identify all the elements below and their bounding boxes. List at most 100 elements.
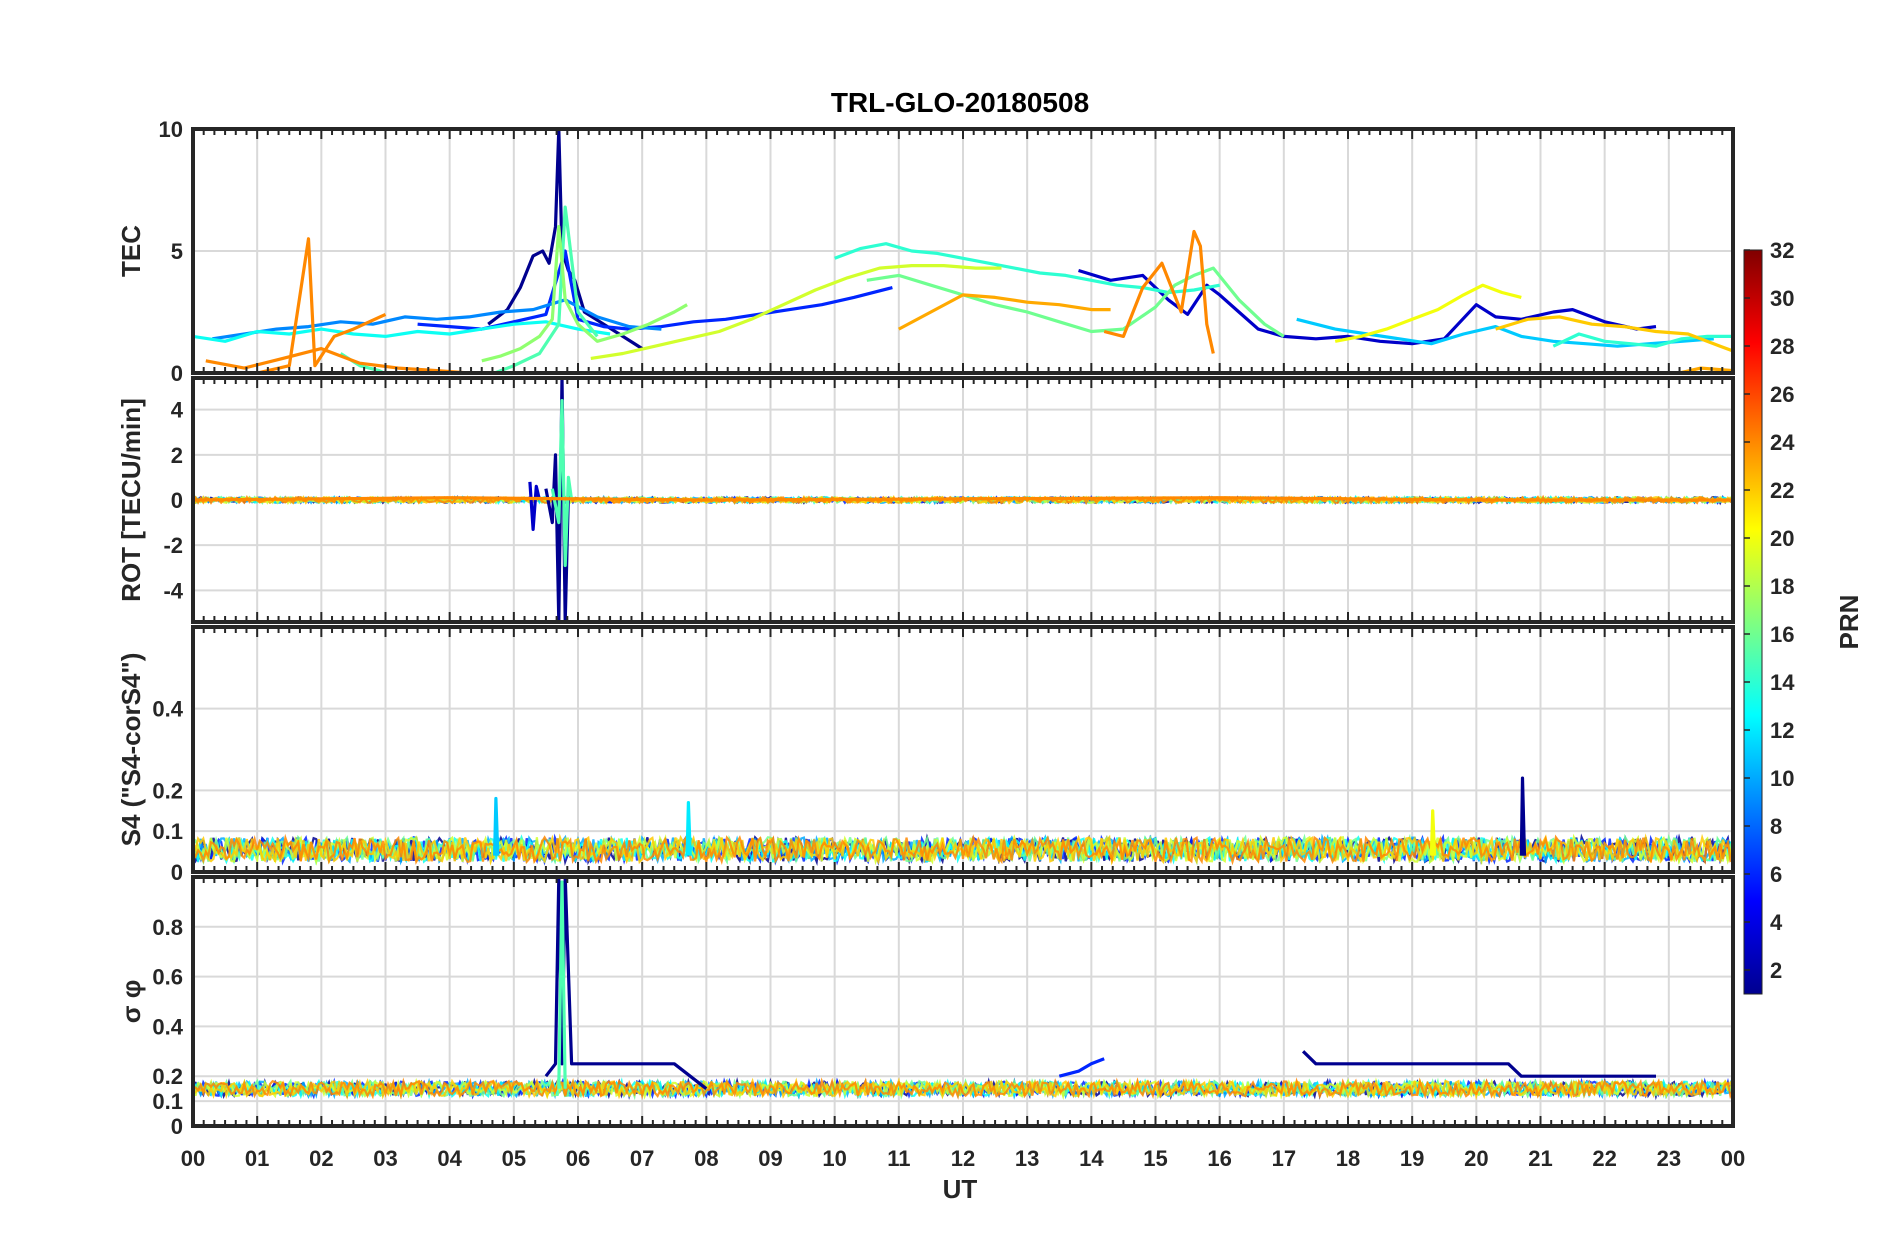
y-axis-label: S4 ("S4-corS4") bbox=[116, 653, 146, 847]
colorbar-label: PRN bbox=[1834, 595, 1864, 650]
x-tick-label: 09 bbox=[758, 1146, 782, 1171]
y-tick-label: -2 bbox=[163, 533, 183, 558]
series-prn-24 bbox=[1103, 229, 1215, 354]
x-tick-label: 15 bbox=[1143, 1146, 1167, 1171]
colorbar-tick-label: 16 bbox=[1770, 622, 1794, 647]
colorbar-tick-label: 12 bbox=[1770, 718, 1794, 743]
series-prn-3 bbox=[528, 481, 542, 531]
series-prn-19 bbox=[590, 264, 1002, 360]
y-tick-label: 10 bbox=[159, 117, 183, 142]
x-tick-label: 01 bbox=[245, 1146, 269, 1171]
series-prn-15 bbox=[550, 399, 574, 568]
x-tick-label: 18 bbox=[1336, 1146, 1360, 1171]
y-tick-label: 0 bbox=[171, 1114, 183, 1139]
series-prn-14 bbox=[1552, 332, 1733, 348]
series-prn-9 bbox=[212, 298, 662, 341]
x-tick-label: 14 bbox=[1079, 1146, 1104, 1171]
y-tick-label: 0.1 bbox=[152, 819, 183, 844]
x-tick-label: 07 bbox=[630, 1146, 654, 1171]
x-tick-label: 21 bbox=[1528, 1146, 1552, 1171]
series-prn-24 bbox=[246, 237, 387, 373]
x-tick-label: 20 bbox=[1464, 1146, 1488, 1171]
series-prn-13 bbox=[193, 320, 611, 343]
series-prn-17 bbox=[481, 225, 688, 363]
colorbar-tick-label: 20 bbox=[1770, 526, 1794, 551]
colorbar-tick-label: 10 bbox=[1770, 766, 1794, 791]
x-tick-label: 10 bbox=[822, 1146, 846, 1171]
y-tick-label: 0.2 bbox=[152, 1064, 183, 1089]
y-tick-label: 0.8 bbox=[152, 915, 183, 940]
colorbar-tick-label: 4 bbox=[1770, 910, 1783, 935]
panel-s4: 0 0.1 0.2 0.4S4 ("S4-corS4") bbox=[116, 625, 1735, 885]
noise-trace bbox=[193, 1077, 1733, 1100]
y-tick-label: 0.2 bbox=[152, 778, 183, 803]
series-prn-23 bbox=[898, 293, 1111, 331]
x-tick-label: 03 bbox=[373, 1146, 397, 1171]
colorbar-gradient bbox=[1743, 249, 1763, 995]
y-tick-label: 2 bbox=[171, 443, 183, 468]
y-axis-label: ROT [TECU/min] bbox=[116, 398, 146, 602]
x-tick-label: 12 bbox=[951, 1146, 975, 1171]
colorbar-tick-label: 14 bbox=[1770, 670, 1795, 695]
y-tick-label: 0 bbox=[171, 860, 183, 885]
panel-sigma-phi: 00.10.2 0.4 0.6 0.8 σ φ bbox=[116, 875, 1735, 1139]
colorbar-tick-label: 22 bbox=[1770, 478, 1794, 503]
x-tick-label: 08 bbox=[694, 1146, 718, 1171]
series-prn-20 bbox=[1429, 809, 1437, 856]
y-tick-label: -4 bbox=[163, 578, 183, 603]
series-prn-24 bbox=[205, 347, 470, 373]
colorbar-tick-label: 30 bbox=[1770, 286, 1794, 311]
x-axis-label: UT bbox=[943, 1174, 978, 1204]
colorbar-tick-label: 24 bbox=[1770, 430, 1795, 455]
x-tick-label: 13 bbox=[1015, 1146, 1039, 1171]
series-prn-23 bbox=[1615, 366, 1733, 373]
figure-title: TRL-GLO-20180508 bbox=[831, 87, 1089, 118]
series-prn-22 bbox=[1495, 315, 1733, 353]
y-tick-label: 0.1 bbox=[152, 1089, 183, 1114]
colorbar-tick-label: 26 bbox=[1770, 382, 1794, 407]
series-prn-1 bbox=[487, 129, 644, 350]
series-prn-1 bbox=[544, 877, 708, 1090]
series-prn-15 bbox=[339, 205, 599, 373]
series-prn-15 bbox=[557, 880, 567, 1089]
y-tick-label: 5 bbox=[171, 239, 183, 264]
colorbar-tick-label: 8 bbox=[1770, 814, 1782, 839]
series-prn-16 bbox=[866, 266, 1285, 338]
x-tick-label: 00 bbox=[1721, 1146, 1745, 1171]
plot-area bbox=[193, 776, 1733, 866]
panel-rot: -4 -2 0 2 4 ROT [TECU/min] bbox=[116, 376, 1735, 624]
series-prn-11 bbox=[493, 796, 500, 856]
x-tick-label: 04 bbox=[437, 1146, 462, 1171]
x-axis-tick-labels: 00 01 02 03 04 05 06 07 08 09 10 11 12 13 14 15 16 17 18 19… bbox=[181, 1146, 1745, 1171]
series-prn-1 bbox=[544, 378, 570, 622]
x-tick-label: 19 bbox=[1400, 1146, 1424, 1171]
x-tick-label: 05 bbox=[502, 1146, 526, 1171]
colorbar-tick-label: 32 bbox=[1770, 238, 1794, 263]
series-prn-6 bbox=[1058, 1057, 1105, 1078]
y-axis-label: TEC bbox=[116, 225, 146, 277]
series-prn-12 bbox=[685, 801, 692, 856]
y-tick-label: 4 bbox=[171, 398, 184, 423]
series-prn-1 bbox=[1301, 1050, 1656, 1078]
series-prn-24 bbox=[193, 496, 1733, 502]
x-tick-label: 00 bbox=[181, 1146, 205, 1171]
colorbar-tick-label: 6 bbox=[1770, 862, 1782, 887]
colorbar-tick-label: 18 bbox=[1770, 574, 1794, 599]
y-tick-label: 0 bbox=[171, 488, 183, 513]
y-tick-label: 0 bbox=[171, 361, 183, 386]
plot-area bbox=[193, 877, 1733, 1101]
x-tick-label: 17 bbox=[1272, 1146, 1296, 1171]
y-tick-label: 0.4 bbox=[152, 697, 183, 722]
series-prn-1 bbox=[1519, 776, 1527, 856]
series-prn-14 bbox=[834, 242, 1220, 295]
noise-trace bbox=[193, 833, 1733, 866]
x-tick-label: 11 bbox=[887, 1146, 910, 1171]
x-tick-label: 22 bbox=[1592, 1146, 1616, 1171]
colorbar-tick-label: 28 bbox=[1770, 334, 1794, 359]
y-tick-label: 0.6 bbox=[152, 965, 183, 990]
noise-trace bbox=[193, 833, 1733, 866]
